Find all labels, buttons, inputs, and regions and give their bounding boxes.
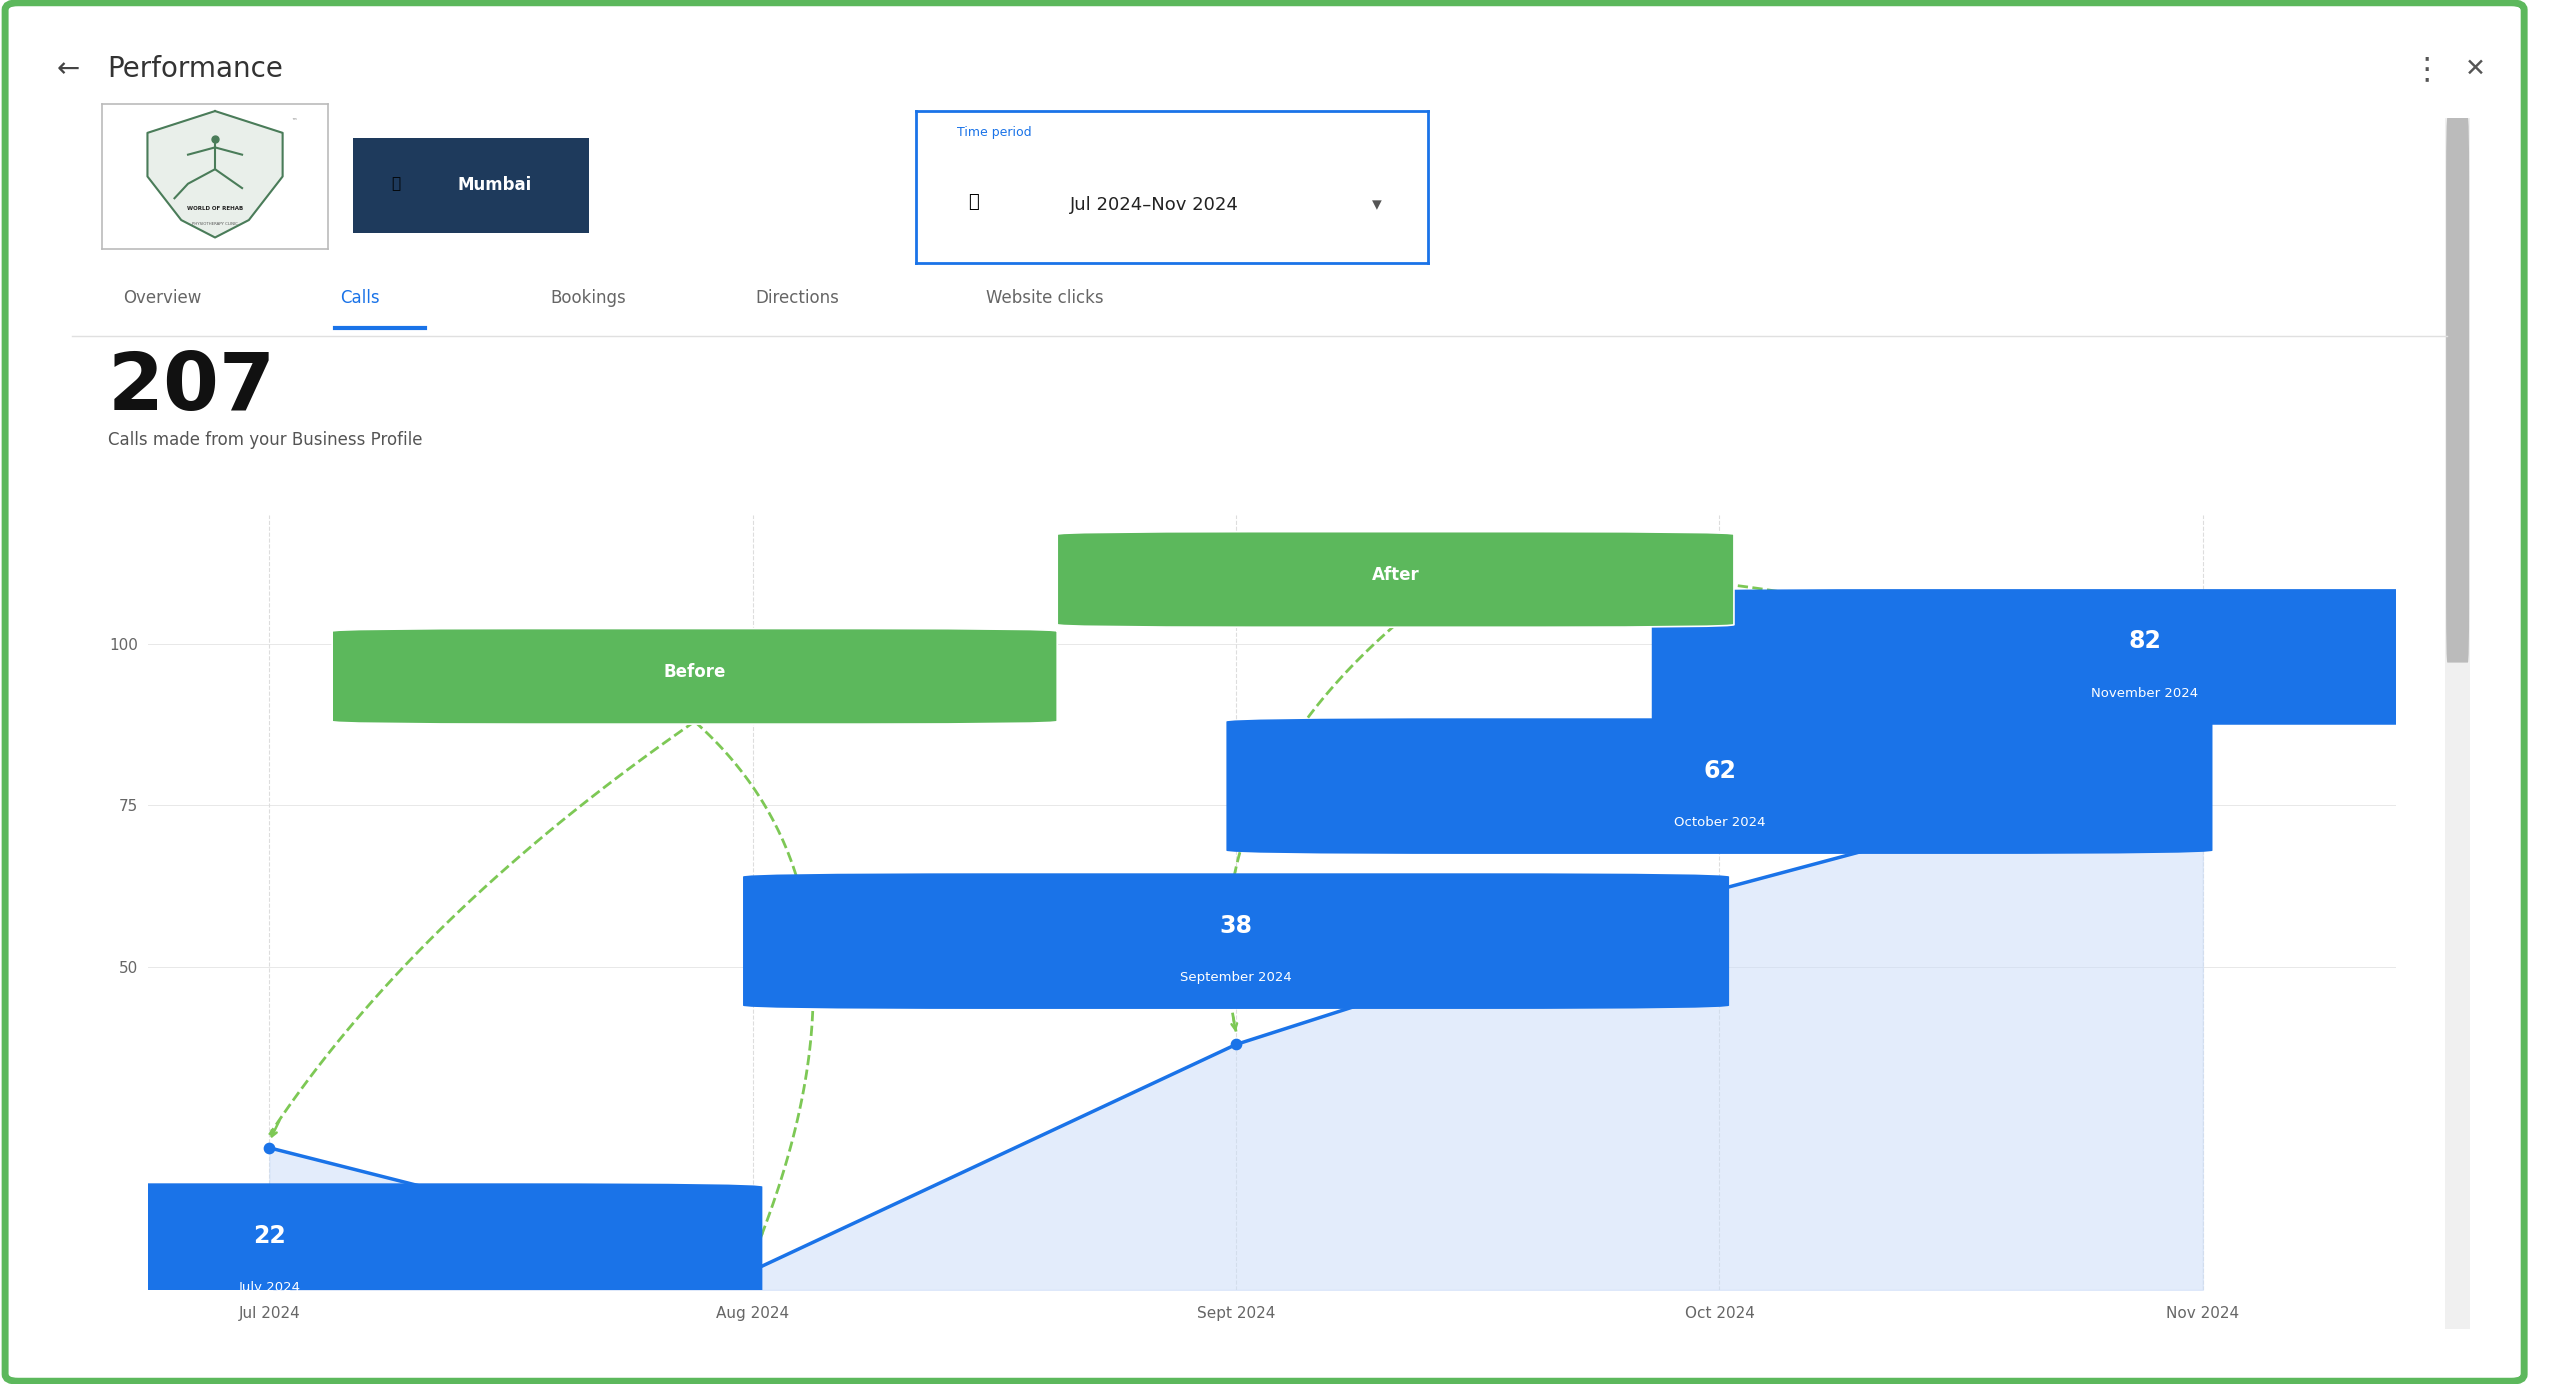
FancyBboxPatch shape [2447,118,2468,663]
FancyBboxPatch shape [340,134,602,237]
Text: 62: 62 [1702,758,1736,782]
Text: PHYSIOTHERAPY CLINIC: PHYSIOTHERAPY CLINIC [192,223,238,227]
Point [248,1136,289,1158]
Text: ▾: ▾ [1372,195,1382,215]
Text: Bookings: Bookings [550,288,627,307]
Text: 82: 82 [2127,630,2161,653]
Text: ⋮: ⋮ [2412,55,2442,83]
Text: Calls made from your Business Profile: Calls made from your Business Profile [108,430,422,450]
Point [1700,879,1741,901]
Text: Website clicks: Website clicks [986,288,1103,307]
FancyBboxPatch shape [742,873,1728,1009]
Point [2181,749,2222,771]
Text: October 2024: October 2024 [1674,815,1766,829]
Text: 📍: 📍 [392,176,399,191]
FancyBboxPatch shape [1057,531,1733,627]
Text: 38: 38 [1219,913,1252,937]
Text: WORLD OF REHAB: WORLD OF REHAB [187,206,243,210]
FancyBboxPatch shape [0,1183,763,1319]
Text: Mumbai: Mumbai [458,176,532,195]
Text: September 2024: September 2024 [1180,970,1293,984]
Text: November 2024: November 2024 [2092,686,2199,699]
Text: Performance: Performance [108,55,284,83]
FancyBboxPatch shape [1651,590,2560,725]
Text: ✕: ✕ [2465,57,2486,82]
Text: 📅: 📅 [968,192,978,212]
Text: 22: 22 [253,1223,287,1247]
Point [732,1259,773,1282]
Polygon shape [148,111,282,238]
Text: Jul 2024–Nov 2024: Jul 2024–Nov 2024 [1070,197,1239,215]
Point [1216,1034,1257,1056]
FancyBboxPatch shape [259,1306,1247,1384]
Text: Calls: Calls [340,288,379,307]
Text: ←: ← [56,55,79,83]
FancyBboxPatch shape [1226,718,2212,854]
Text: Before: Before [663,663,727,681]
Text: 207: 207 [108,349,276,426]
Text: Directions: Directions [755,288,840,307]
Text: 3: 3 [745,1347,760,1370]
Text: ™: ™ [292,119,297,123]
Text: After: After [1372,566,1418,584]
FancyBboxPatch shape [333,628,1057,724]
Text: July 2024: July 2024 [238,1280,300,1294]
Text: Overview: Overview [123,288,202,307]
Text: Time period: Time period [957,126,1032,138]
